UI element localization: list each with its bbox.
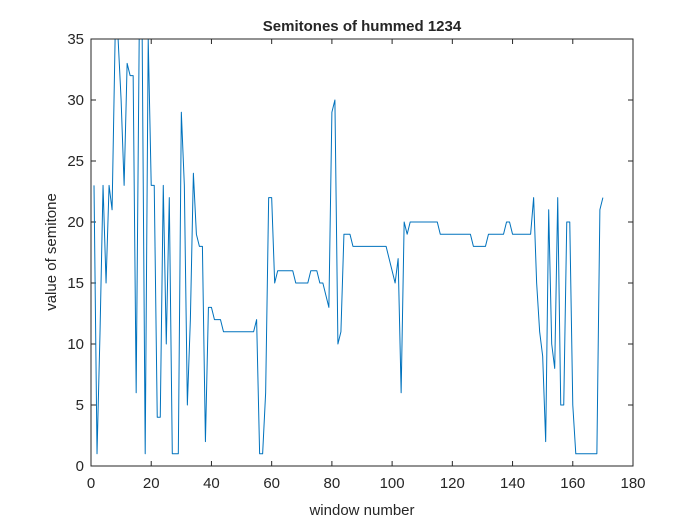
x-tick-label: 120	[440, 475, 465, 492]
y-tick-label: 35	[67, 31, 84, 48]
x-tick-label: 100	[380, 475, 405, 492]
plot-area-background	[91, 39, 633, 466]
x-tick-label: 80	[324, 475, 341, 492]
y-tick-label: 5	[76, 397, 84, 414]
x-tick-label: 180	[620, 475, 645, 492]
y-tick-label: 0	[76, 458, 84, 475]
y-tick-label: 30	[67, 92, 84, 109]
tick-labels: 0 20 40 60 80 100 120 140 160 180 0 5 10 15 20 25 30 35	[67, 31, 645, 492]
x-axis-label: window number	[308, 502, 414, 519]
y-axis-label: value of semitone	[43, 193, 60, 311]
series-line	[93, 38, 604, 455]
x-tick-label: 160	[560, 475, 585, 492]
y-tick-label: 10	[67, 336, 84, 353]
y-tick-label: 15	[67, 275, 84, 292]
x-tick-label: 40	[203, 475, 220, 492]
y-tick-label: 20	[67, 214, 84, 231]
x-tick-label: 60	[263, 475, 280, 492]
axis-ticks	[90, 38, 634, 467]
y-tick-label: 25	[67, 153, 84, 170]
x-tick-label: 0	[87, 475, 95, 492]
x-tick-label: 140	[500, 475, 525, 492]
chart-title: Semitones of hummed 1234	[263, 18, 462, 35]
plot-area-frame	[90, 38, 634, 467]
x-tick-label: 20	[143, 475, 160, 492]
